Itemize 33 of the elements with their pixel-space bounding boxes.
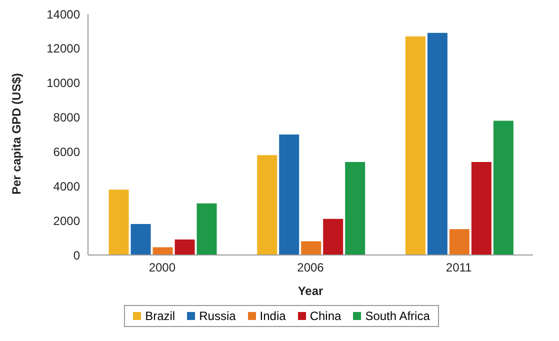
bar — [174, 240, 195, 255]
bar — [427, 32, 448, 255]
y-axis-title: Per capita GPD (US$) — [9, 73, 24, 194]
legend-label: Russia — [199, 309, 236, 323]
x-tick-label: 2011 — [446, 260, 472, 275]
bar — [345, 162, 366, 255]
x-tick-label: 2006 — [297, 260, 324, 275]
legend-label: India — [260, 309, 286, 323]
legend-label: China — [310, 309, 342, 323]
y-tick-label: 6000 — [53, 144, 80, 159]
bar — [493, 120, 514, 255]
legend-label: Brazil — [145, 309, 176, 323]
bar — [152, 247, 173, 255]
y-tick-label: 12000 — [46, 42, 80, 56]
bar — [449, 229, 470, 255]
bar — [405, 36, 426, 255]
x-tick-label: 2000 — [148, 260, 176, 275]
y-tick-label: 14000 — [46, 7, 80, 22]
y-tick-label: 8000 — [53, 110, 80, 125]
y-tick-label: 2000 — [53, 214, 80, 228]
y-tick-label: 4000 — [53, 179, 80, 194]
bar — [323, 218, 344, 255]
bar — [257, 155, 278, 255]
bar — [108, 190, 129, 255]
y-tick-label: 0 — [73, 248, 80, 262]
bar — [301, 241, 322, 255]
bar — [130, 224, 151, 255]
bar — [471, 162, 492, 255]
legend-label: South Africa — [365, 309, 430, 323]
x-axis-title: Year — [298, 284, 324, 298]
bar — [196, 203, 217, 255]
y-tick-label: 10000 — [46, 76, 80, 90]
bar — [279, 134, 300, 255]
